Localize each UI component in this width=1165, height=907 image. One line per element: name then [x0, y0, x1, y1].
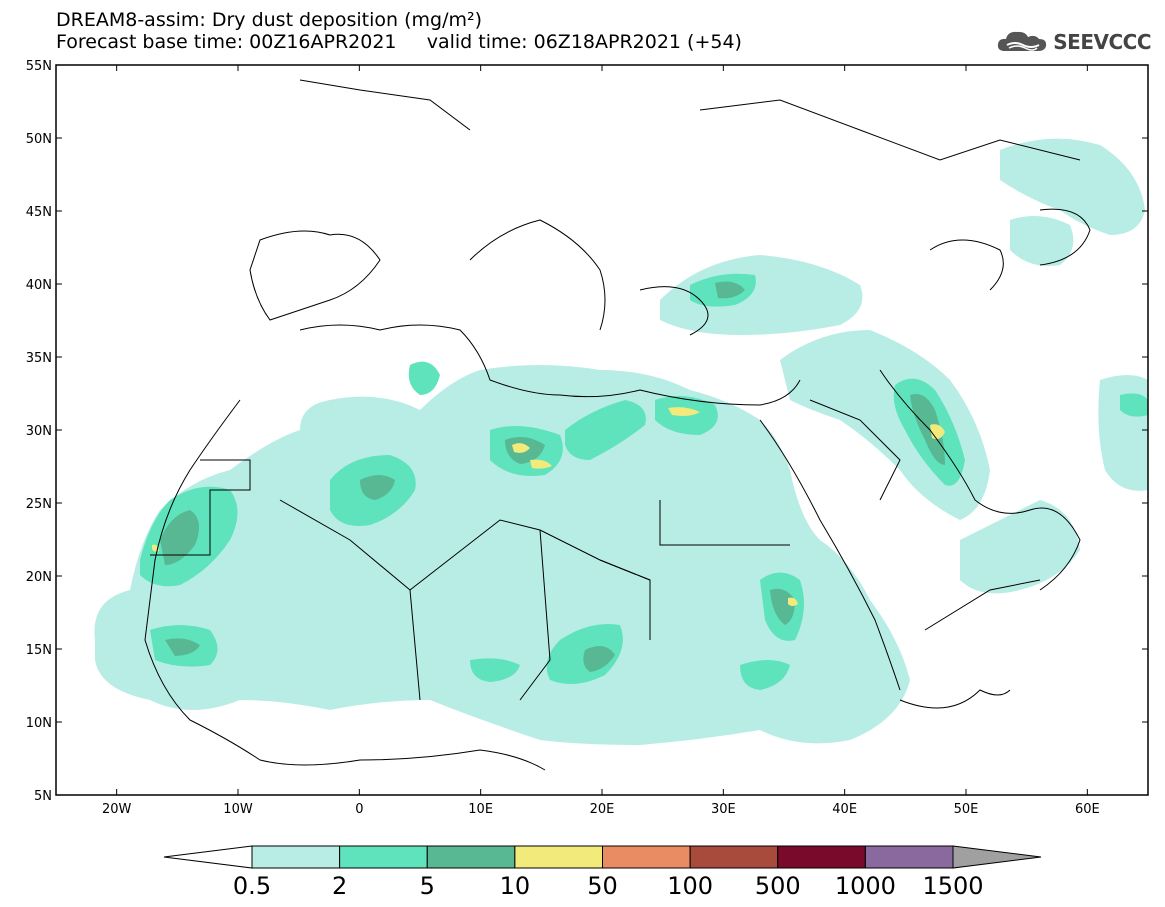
dust-level-2: [140, 273, 1148, 690]
colorbar-label: 1500: [922, 872, 984, 900]
cloud-logo-icon: [998, 31, 1047, 51]
lon-tick-label: 10W: [223, 802, 253, 817]
seevccc-logo: SEEVCCC: [995, 24, 1151, 60]
colorbar-swatch: [251, 845, 341, 869]
dust-level-10: [152, 407, 945, 606]
colorbar-label: 500: [754, 872, 801, 900]
coastlines: [144, 79, 1091, 771]
colorbar-swatch: [777, 845, 866, 869]
colorbar-swatch: [689, 845, 779, 869]
dust-field: [94, 138, 1148, 745]
lat-tick-label: 40N: [26, 278, 52, 293]
colorbar-swatch: [426, 845, 516, 869]
chart-title: DREAM8-assim: Dry dust deposition (mg/m²…: [56, 9, 483, 31]
colorbar-label: 100: [667, 872, 714, 900]
lon-tick-label: 20W: [102, 802, 132, 817]
colorbar-swatch: [514, 845, 603, 869]
lat-tick-label: 5N: [34, 789, 52, 804]
colorbar-swatch: [339, 845, 428, 869]
chart-subtitle: Forecast base time: 00Z16APR2021 valid t…: [56, 31, 742, 53]
colorbar-label: 50: [587, 872, 618, 900]
lat-tick-label: 30N: [26, 424, 52, 439]
longitude-axis: 20W 10W 0 10E 20E 30E 40E 50E 60E: [102, 65, 1100, 817]
latitude-axis: 55N 50N 45N 40N 35N 30N 25N 20N 15N 10N 5N: [26, 59, 1148, 804]
lat-tick-label: 25N: [26, 497, 52, 512]
lon-tick-label: 0: [355, 802, 363, 817]
lon-tick-label: 50E: [954, 802, 979, 817]
lon-tick-label: 30E: [711, 802, 736, 817]
lat-tick-label: 35N: [26, 351, 52, 366]
dust-level-5: [160, 281, 945, 672]
colorbar-swatch: [602, 845, 691, 869]
lon-tick-label: 40E: [832, 802, 857, 817]
lon-tick-label: 10E: [468, 802, 493, 817]
colorbar-low-arrow: [163, 845, 253, 869]
colorbar-label: 2: [331, 872, 348, 900]
colorbar-label: 0.5: [232, 872, 272, 900]
colorbar-label: 1000: [834, 872, 896, 900]
lat-tick-label: 50N: [26, 132, 52, 147]
lat-tick-label: 15N: [26, 643, 52, 658]
lat-tick-label: 45N: [26, 205, 52, 220]
lat-tick-label: 55N: [26, 59, 52, 74]
lon-tick-label: 60E: [1075, 802, 1100, 817]
colorbar-label: 10: [499, 872, 531, 900]
dust-level-0.5: [94, 138, 1148, 745]
colorbar-high-arrow: [952, 845, 1042, 869]
lon-tick-label: 20E: [590, 802, 615, 817]
logo-text: SEEVCCC: [1053, 30, 1151, 54]
lat-tick-label: 10N: [26, 716, 52, 731]
colorbar-label: 5: [419, 872, 435, 900]
colorbar: [163, 845, 1042, 869]
lat-tick-label: 20N: [26, 570, 52, 585]
colorbar-swatch: [864, 845, 954, 869]
